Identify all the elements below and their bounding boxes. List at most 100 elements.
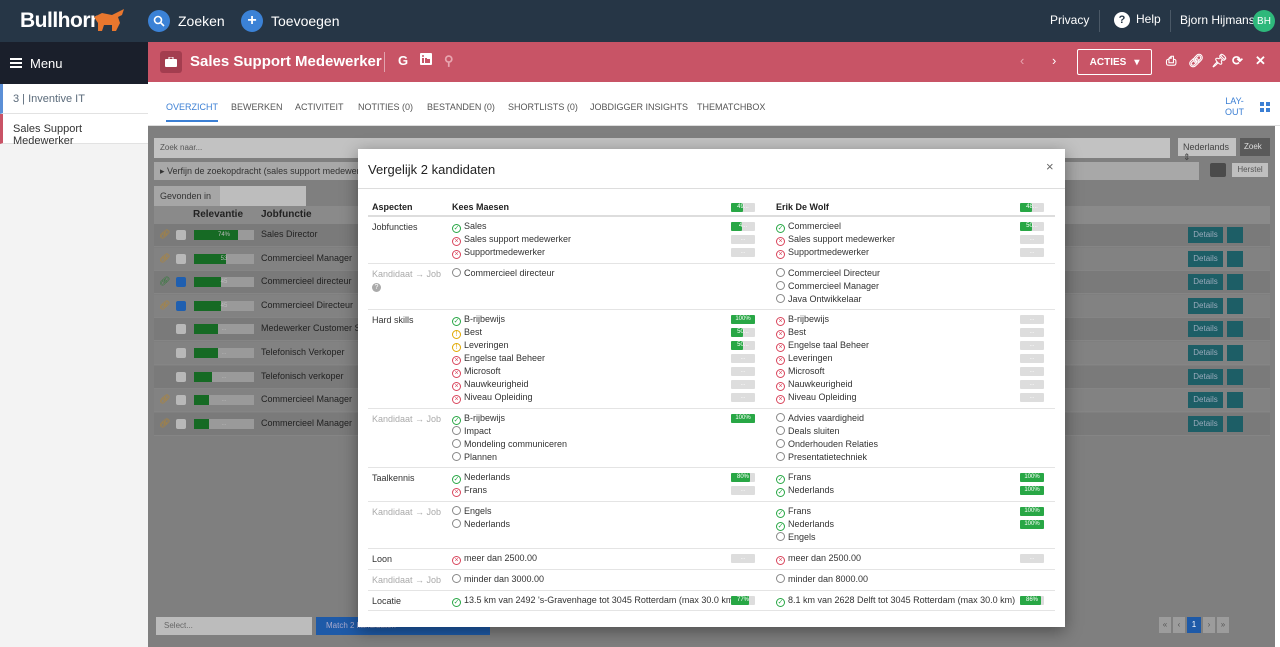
external-link-icon[interactable] [1227,392,1243,409]
search-action[interactable]: Zoeken [148,10,225,32]
language-select[interactable]: Nederlands ⇕ [1178,138,1236,162]
tab-notities[interactable]: NOTITIES (0) [358,102,414,112]
close-icon[interactable]: ✕ [1255,53,1266,68]
pager-prev[interactable]: ‹ [1173,617,1185,633]
aspect-label: Kandidaat → Job [372,268,442,279]
details-button[interactable]: Details [1188,415,1223,432]
row-checkbox[interactable] [176,300,186,311]
details-button[interactable]: Details [1188,297,1223,314]
match-value: ... [740,368,746,375]
link-icon[interactable]: 🔗︎ [159,229,171,239]
link-icon[interactable]: 🔗︎ [159,394,171,405]
external-link-icon[interactable] [1227,321,1243,338]
linkedin-icon[interactable] [420,53,432,68]
match-badge: 100% [1020,473,1044,483]
row-checkbox[interactable] [176,395,186,406]
tab-overzicht[interactable]: OVERZICHT [166,102,219,122]
help-icon[interactable]: ? [372,282,381,292]
external-link-icon[interactable] [1227,250,1243,267]
details-button[interactable]: Details [1188,392,1223,409]
zoek-button[interactable]: Zoek [1240,138,1270,156]
details-button[interactable]: Details [1188,368,1223,385]
row-checkbox[interactable] [176,230,186,240]
row-checkbox[interactable] [176,418,186,429]
aspect-item: × Leveringen... [776,353,1050,366]
pin-icon[interactable]: 📌︎ [1211,53,1228,68]
tab-bestanden[interactable]: BESTANDEN (0) [427,102,495,112]
match-value: ... [1029,342,1035,349]
pager-first[interactable]: « [1159,617,1171,633]
pager-current[interactable]: 1 [1187,617,1201,633]
pager-next[interactable]: › [1203,617,1215,633]
refresh-icon[interactable]: ⟳ [1232,53,1243,68]
col-jobfunctie[interactable]: Jobfunctie [261,209,312,220]
tab-activiteit[interactable]: ACTIVITEIT [295,102,344,112]
row-checkbox[interactable] [176,371,186,382]
row-checkbox[interactable] [176,277,186,288]
tab-jobdigger-insights[interactable]: JOBDIGGER INSIGHTS [590,102,689,112]
avatar[interactable]: BH [1253,10,1275,32]
row-checkbox[interactable] [176,253,186,264]
external-link-icon[interactable] [1227,368,1243,385]
aspect-item: ! Leveringen 50... [452,340,761,353]
details-button[interactable]: Details [1188,274,1223,291]
relevance-value: ... [221,350,227,356]
row-checkbox[interactable] [176,348,186,358]
close-icon[interactable]: × [1046,159,1054,174]
clock-icon[interactable] [1210,163,1226,177]
details-button[interactable]: Details [1188,345,1223,361]
google-icon[interactable]: G [398,53,409,68]
status-icon [776,293,785,303]
details-button[interactable]: Details [1188,250,1223,267]
row-checkbox[interactable] [176,324,186,335]
location-pin-icon[interactable]: ⚲ [444,53,454,68]
candidate-select[interactable]: Select... [156,617,312,635]
bull-icon [94,9,124,31]
print-icon[interactable]: ⎙ [1166,53,1177,68]
link-icon[interactable]: 🔗︎ [159,299,171,310]
tab-shortlists[interactable]: SHORTLISTS (0) [508,102,578,112]
aspect-item: minder dan 8000.00 [776,573,1050,587]
match-badge: 86% [1020,595,1044,605]
layout-button[interactable]: LAY- OUT [1225,96,1244,118]
menu-toggle[interactable]: Menu [0,42,148,84]
bullhorn-logo[interactable]: Bullhorn [20,9,103,32]
external-link-icon[interactable] [1227,297,1243,314]
link-icon[interactable]: 🔗︎ [159,276,171,287]
match-value: ... [740,355,746,362]
user-name[interactable]: Bjorn Hijmans [1180,13,1255,27]
aspect-text: Nauwkeurigheid [464,379,529,390]
sidebar-item-job[interactable]: Sales Support Medewerker [0,114,148,147]
tab-gevonden-in[interactable]: Gevonden in [154,186,220,206]
add-action[interactable]: + Toevoegen [241,10,340,32]
link-icon[interactable]: 🔗︎ [159,417,171,428]
col-relevantie[interactable]: Relevantie [193,209,244,220]
chevron-left-icon[interactable]: ‹ [1020,53,1025,68]
aspect-text: Engelse taal Beheer [788,340,870,351]
external-link-icon[interactable] [1227,415,1243,432]
acties-label: ACTIES [1089,56,1127,68]
grid-icon[interactable] [1260,102,1270,112]
menu-label: Menu [30,55,63,71]
aspect-item: × Best... [776,327,1050,340]
tab-other[interactable] [220,186,306,206]
external-link-icon[interactable] [1227,227,1243,243]
details-button[interactable]: Details [1188,227,1223,243]
acties-dropdown[interactable]: ACTIES ▾ [1077,49,1152,75]
external-link-icon[interactable] [1227,345,1243,361]
help-link[interactable]: ? Help [1114,12,1161,28]
external-link-icon[interactable] [1227,274,1243,291]
tab-thematchbox[interactable]: THEMATCHBOX [697,102,766,112]
link-icon[interactable]: 🔗︎ [1188,53,1205,68]
compare-row: Taalkennis ✓ Nederlands 80% × Frans... ✓ Frans 1… [368,468,1055,503]
aspect-item: Commercieel Manager [776,280,1050,294]
sidebar-item-company[interactable]: 3 | Inventive IT [0,84,148,114]
aspect-text: Plannen [464,451,498,462]
privacy-link[interactable]: Privacy [1050,13,1090,27]
chevron-right-icon[interactable]: › [1052,53,1057,68]
link-icon[interactable]: 🔗︎ [159,252,171,263]
tab-bewerken[interactable]: BEWERKEN [231,102,283,112]
details-button[interactable]: Details [1188,321,1223,338]
pager-last[interactable]: » [1217,617,1229,633]
herstel-button[interactable]: Herstel [1232,163,1268,177]
